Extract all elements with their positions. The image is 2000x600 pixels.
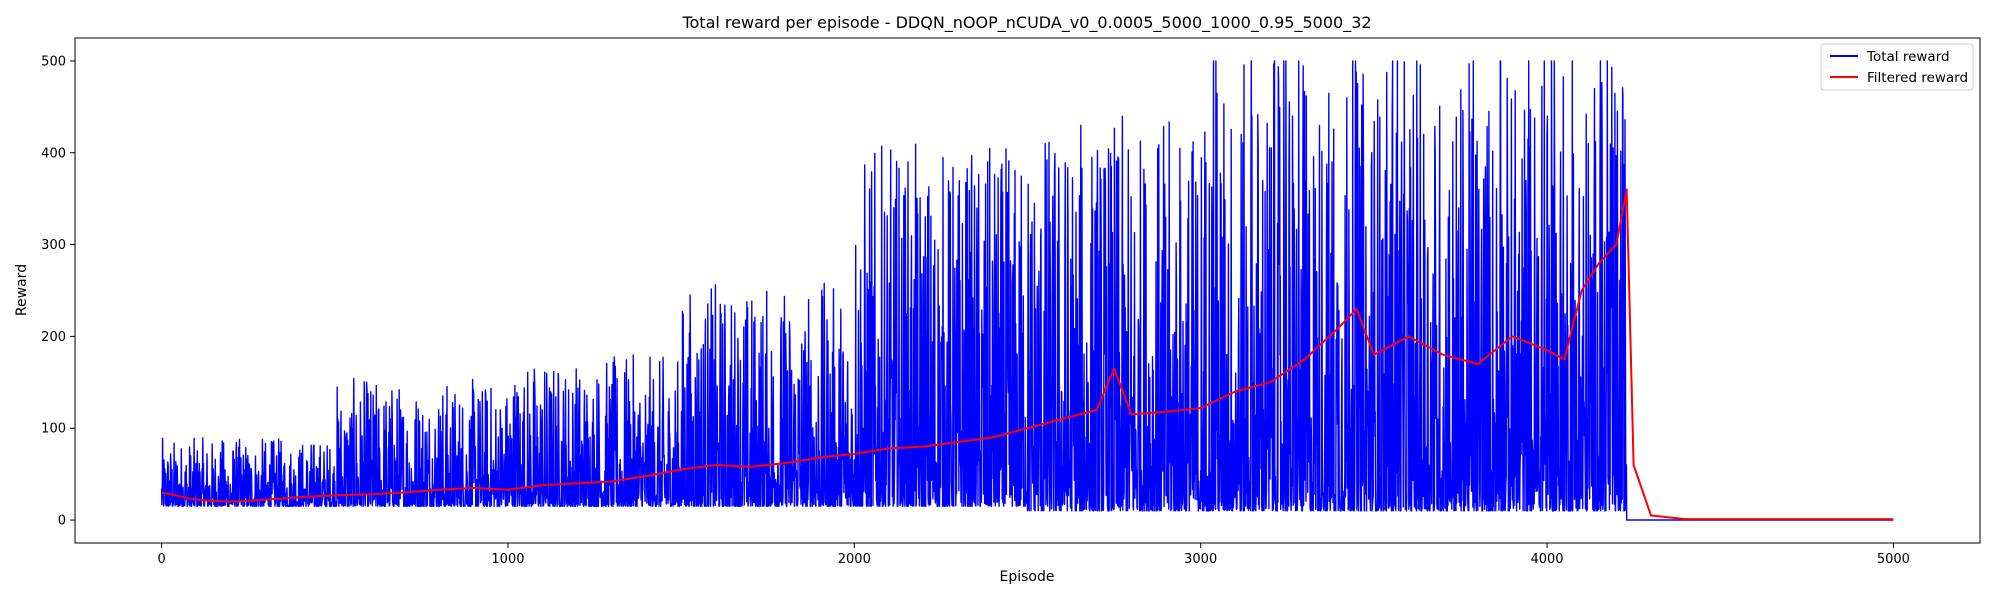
- x-tick-label: 5000: [1877, 552, 1910, 567]
- x-tick-label: 0: [157, 552, 165, 567]
- total-reward-line: [160, 60, 1894, 521]
- x-tick-label: 1000: [491, 552, 524, 567]
- legend-label-filtered-reward: Filtered reward: [1867, 70, 1968, 86]
- legend-label-total-reward: Total reward: [1866, 49, 1950, 65]
- y-tick-label: 200: [41, 330, 66, 345]
- x-tick-label: 3000: [1184, 552, 1217, 567]
- series-layer: [160, 60, 1894, 521]
- filtered-reward-line: [161, 188, 1894, 521]
- y-tick-label: 0: [58, 514, 66, 529]
- y-tick-label: 500: [41, 54, 66, 69]
- x-axis: 0 1000 2000 3000 4000 5000: [157, 543, 1910, 567]
- legend-box: [1820, 43, 1974, 91]
- y-tick-label: 100: [41, 422, 66, 437]
- y-tick-label: 300: [41, 238, 66, 253]
- chart-title: Total reward per episode - DDQN_nOOP_nCU…: [681, 13, 1371, 33]
- legend: Total reward Filtered reward: [1820, 43, 1974, 91]
- y-axis-title: Reward: [14, 264, 30, 316]
- plot-frame: [74, 37, 1981, 544]
- y-tick-label: 400: [41, 146, 66, 161]
- x-axis-title: Episode: [1000, 569, 1055, 585]
- x-tick-label: 2000: [838, 552, 871, 567]
- y-axis: 0 100 200 300 400 500: [41, 54, 75, 529]
- x-tick-label: 4000: [1530, 552, 1563, 567]
